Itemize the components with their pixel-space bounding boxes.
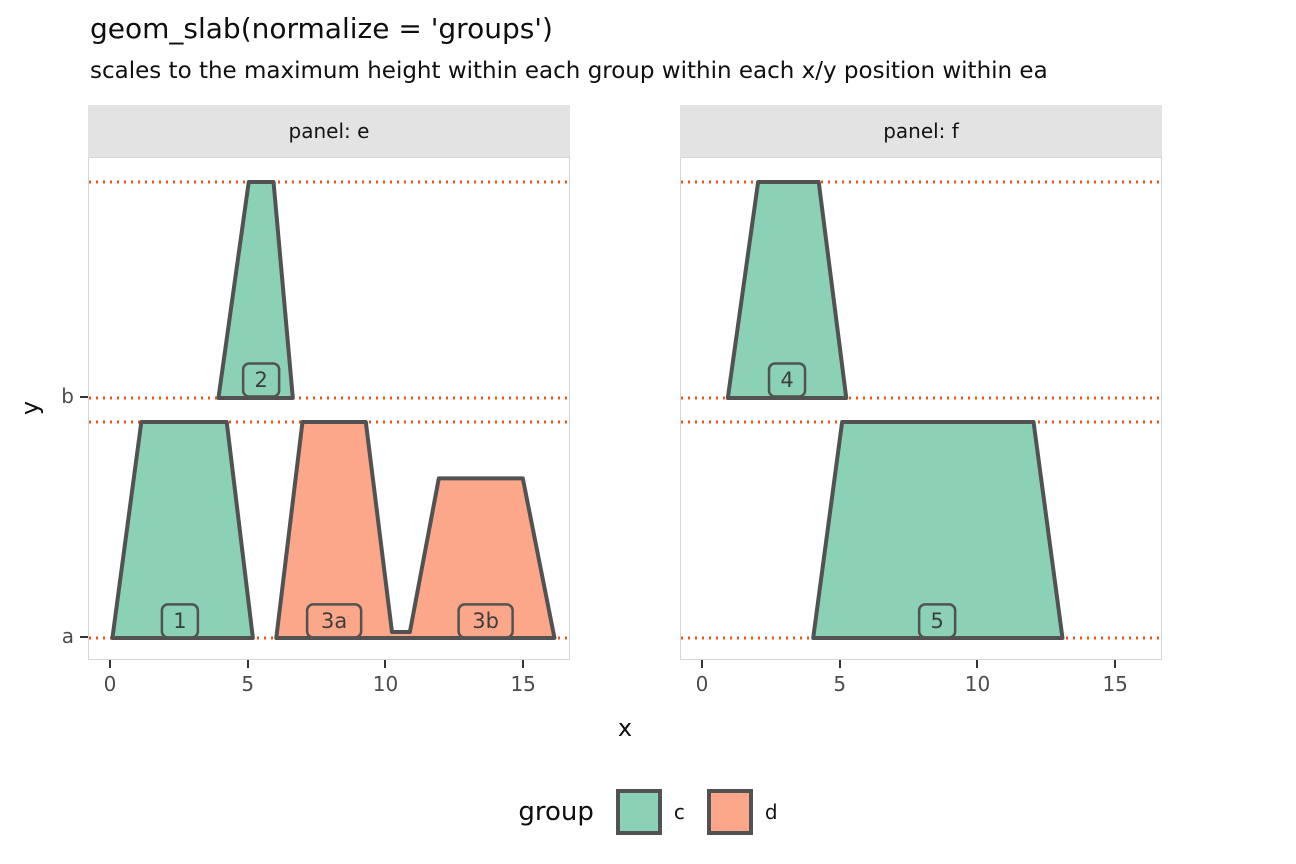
x-tick-mark <box>522 660 525 668</box>
x-tick-label: 0 <box>103 672 117 696</box>
x-tick-label: 5 <box>833 672 847 696</box>
facet-strip-label: panel: e <box>288 119 370 143</box>
slab <box>274 419 557 640</box>
legend-key-label: c <box>673 800 685 824</box>
slab <box>811 419 1065 640</box>
slab-label-box <box>305 603 363 639</box>
slab-label-box <box>917 603 957 639</box>
slab-label: 3b <box>472 609 499 633</box>
legend-key-c <box>615 789 662 835</box>
slab <box>110 419 255 640</box>
x-tick-label: 15 <box>1102 672 1128 696</box>
x-tick-mark <box>838 660 841 668</box>
y-tick-mark <box>80 635 88 638</box>
slab <box>216 179 295 400</box>
y-tick-label: a <box>61 623 74 648</box>
x-axis-title: x <box>617 714 633 742</box>
slab-label: 5 <box>930 609 943 633</box>
slab-label: 2 <box>254 368 267 392</box>
x-tick-mark <box>701 660 704 668</box>
x-tick-mark <box>246 660 249 668</box>
chart-title: geom_slab(normalize = 'groups') <box>90 12 553 45</box>
panel-canvas: 1 2 3a 3b <box>89 179 571 640</box>
x-tick-label: 10 <box>964 672 991 696</box>
x-tick-mark <box>1114 660 1117 668</box>
facet-strip: panel: e <box>88 105 570 157</box>
x-tick-mark <box>109 660 112 668</box>
chart-subtitle: scales to the maximum height within each… <box>90 58 1048 84</box>
x-tick-mark <box>976 660 979 668</box>
panel: 1 2 3a 3b <box>88 157 571 660</box>
x-tick-label: 0 <box>695 672 709 696</box>
slab <box>725 179 849 400</box>
slab-label: 3a <box>321 609 347 633</box>
x-tick-label: 5 <box>241 672 255 696</box>
panel-canvas: 45 <box>681 179 1163 640</box>
legend-key-d <box>706 789 753 835</box>
y-tick-mark <box>80 395 88 398</box>
slab-label: 4 <box>780 368 793 392</box>
y-tick-label: b <box>61 383 74 408</box>
legend-key-label: d <box>764 800 778 824</box>
slab-label-box <box>241 362 281 398</box>
x-tick-mark <box>384 660 387 668</box>
slab-label-box <box>457 603 514 639</box>
x-tick-label: 15 <box>510 672 536 696</box>
slab-label-box <box>767 362 807 398</box>
x-tick-label: 10 <box>372 672 399 696</box>
slab-label: 1 <box>173 609 186 633</box>
legend-title: group <box>518 797 594 827</box>
slab-label-box <box>160 603 200 639</box>
facet-strip: panel: f <box>680 105 1162 157</box>
facet-strip-label: panel: f <box>883 119 959 143</box>
